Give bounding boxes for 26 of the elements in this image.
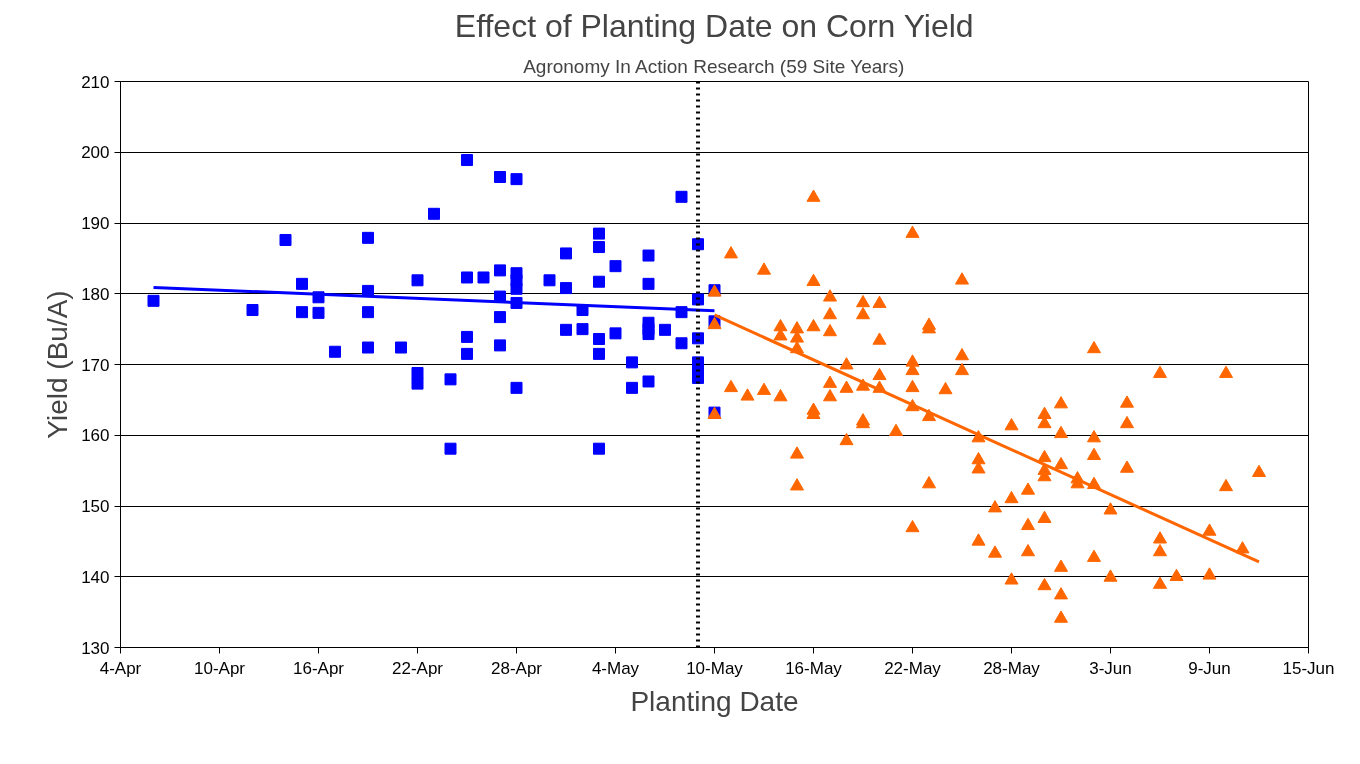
chart-subtitle: Agronomy In Action Research (59 Site Years) [523, 55, 905, 77]
x-tick-label: 28-Apr [490, 658, 543, 678]
y-tick-label: 190 [81, 214, 110, 233]
x-tick-label: 16-May [785, 658, 843, 678]
y-tick-label: 180 [81, 284, 110, 304]
x-tick-label: 22-Apr [391, 658, 444, 678]
y-tick-label: 160 [81, 426, 110, 446]
x-tick-label: 15-Jun [1282, 658, 1335, 678]
x-axis-title: Planting Date [630, 685, 799, 717]
y-tick-label: 130 [81, 638, 110, 658]
y-tick-label: 170 [81, 355, 110, 375]
x-tick-label: 4-Apr [99, 658, 142, 678]
x-tick-label: 3-Jun [1089, 658, 1132, 678]
y-tick-label: 150 [81, 497, 110, 516]
x-tick-label: 10-Apr [193, 658, 246, 678]
y-tick-label: 200 [81, 143, 110, 163]
y-tick-label: 140 [81, 567, 110, 587]
x-tick-label: 28-May [983, 658, 1041, 678]
y-axis-title: Yield (Bu/A) [42, 290, 74, 439]
x-tick-label: 9-Jun [1188, 658, 1231, 678]
x-tick-label: 4-May [591, 658, 640, 678]
x-tick-label: 10-May [686, 658, 744, 678]
y-tick-label: 210 [81, 72, 110, 92]
x-tick-label: 16-Apr [292, 658, 345, 678]
x-tick-label: 22-May [884, 658, 942, 678]
chart-title: Effect of Planting Date on Corn Yield [454, 7, 974, 44]
